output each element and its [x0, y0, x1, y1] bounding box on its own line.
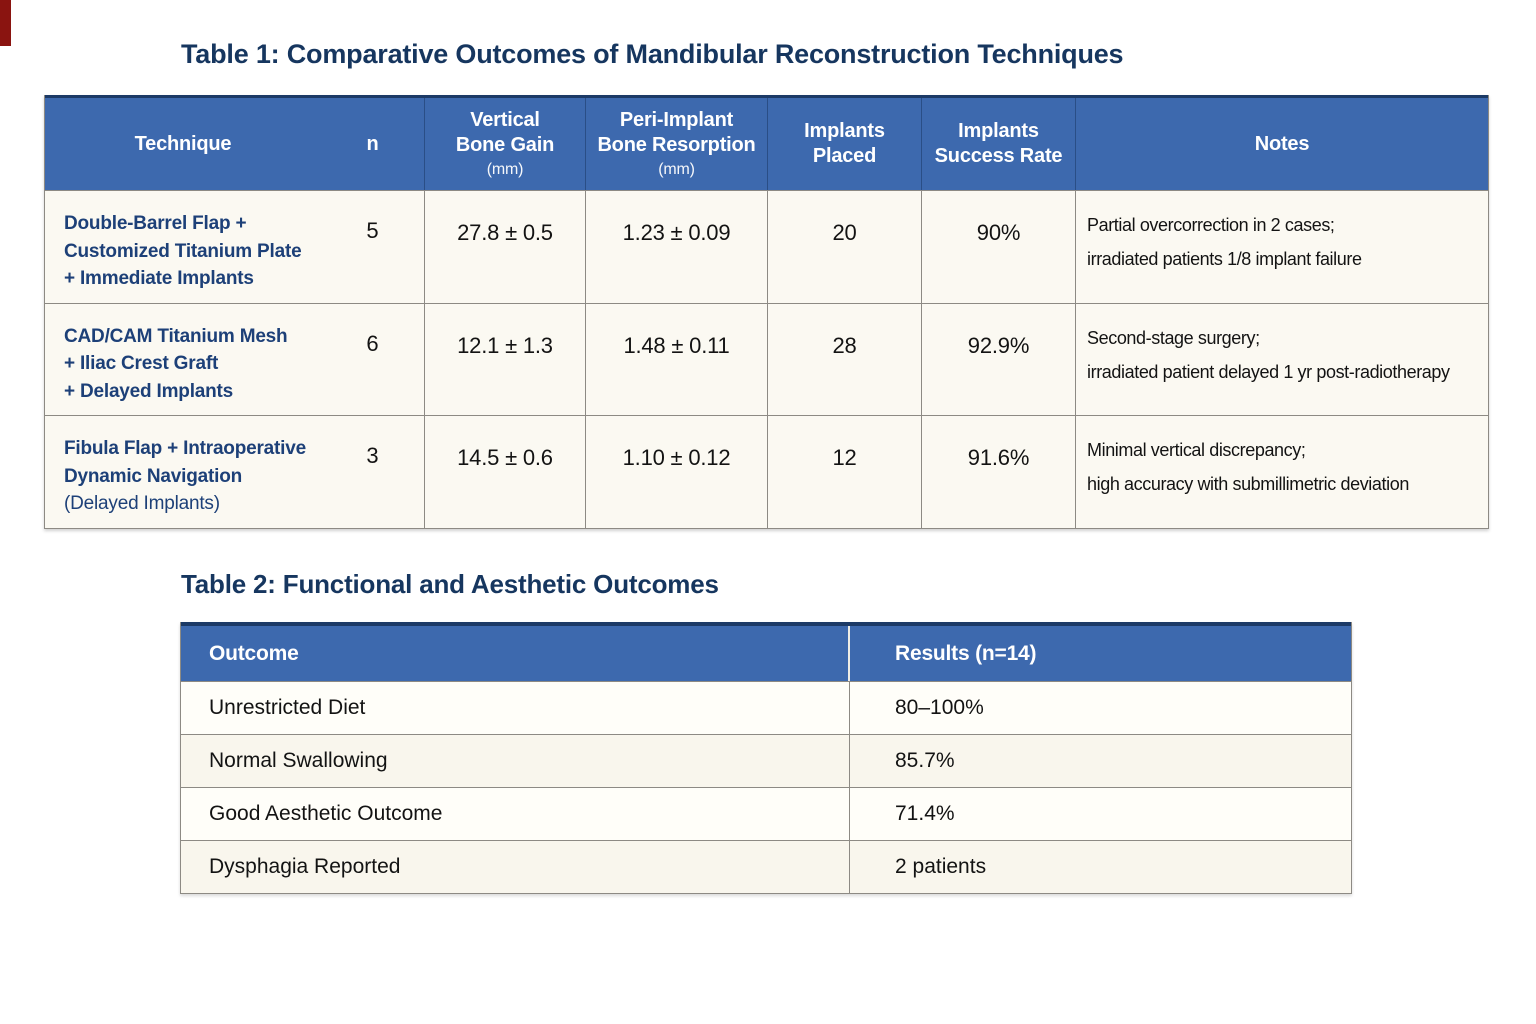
implants-placed-cell: 28 [768, 303, 922, 415]
table-row-double-barrel-flap: Double-Barrel Flap + Customized Titanium… [45, 190, 1488, 303]
table1-caption-text: Comparative Outcomes of Mandibular Recon… [286, 39, 1124, 69]
technique-cell: CAD/CAM Titanium Mesh + Iliac Crest Graf… [64, 325, 288, 402]
outcome-cell: Dysphagia Reported [181, 841, 850, 893]
result-cell: 80–100% [895, 696, 984, 719]
column-header-technique: Technique [134, 132, 232, 155]
peri-implant-resorption-cell: 1.10 ± 0.12 [586, 416, 768, 528]
table-row-fibula-flap: Fibula Flap + Intraoperative Dynamic Nav… [45, 415, 1488, 528]
table-row-unrestricted-diet: Unrestricted Diet 80–100% [181, 681, 1351, 734]
implants-placed-cell: 12 [768, 416, 922, 528]
technique-cell: Double-Barrel Flap + Customized Titanium… [64, 213, 302, 289]
column-header-implants-placed: Implants Placed [768, 98, 922, 190]
result-cell: 71.4% [895, 802, 955, 825]
vertical-bone-gain-cell: 14.5 ± 0.6 [425, 416, 586, 528]
result-cell: 85.7% [895, 749, 955, 772]
n-cell: 5 [321, 191, 425, 303]
implants-success-rate-cell: 91.6% [922, 416, 1076, 528]
implants-success-rate-cell: 90% [922, 191, 1076, 303]
table-functional-aesthetic-outcomes: Outcome Results (n=14) Unrestricted Diet… [180, 622, 1352, 894]
red-corner-mark [0, 0, 11, 46]
table-row-cadcam-mesh: CAD/CAM Titanium Mesh + Iliac Crest Graf… [45, 302, 1488, 415]
table2-caption: Table 2: Functional and Aesthetic Outcom… [181, 569, 719, 600]
table1-caption: Table 1: Comparative Outcomes of Mandibu… [181, 39, 1124, 70]
implants-success-rate-cell: 92.9% [922, 303, 1076, 415]
column-header-peri-implant-resorption: Peri-Implant Bone Resorption (mm) [586, 98, 768, 190]
implants-placed-cell: 20 [768, 191, 922, 303]
outcome-cell: Good Aesthetic Outcome [181, 788, 850, 840]
table-row-good-aesthetic-outcome: Good Aesthetic Outcome 71.4% [181, 787, 1351, 840]
table1-header-row: Technique n Vertical Bone Gain (mm) Peri… [45, 95, 1488, 190]
peri-implant-resorption-cell: 1.48 ± 0.11 [586, 303, 768, 415]
column-header-n: n [321, 98, 425, 190]
technique-cell: Fibula Flap + Intraoperative Dynamic Nav… [64, 438, 306, 514]
table1-caption-prefix: Table 1: [181, 39, 280, 69]
outcome-cell: Unrestricted Diet [181, 682, 850, 734]
notes-cell: Second-stage surgery; irradiated patient… [1087, 327, 1450, 382]
notes-cell: Minimal vertical discrepancy; high accur… [1087, 440, 1409, 494]
table2-caption-text: Functional and Aesthetic Outcomes [282, 569, 719, 599]
outcome-cell: Normal Swallowing [181, 735, 850, 787]
column-header-outcome: Outcome [181, 626, 850, 681]
column-header-notes: Notes [1254, 132, 1310, 155]
result-cell: 2 patients [895, 855, 987, 878]
unit-mm: (mm) [486, 161, 524, 178]
peri-implant-resorption-cell: 1.23 ± 0.09 [586, 191, 768, 303]
table-comparative-outcomes: Technique n Vertical Bone Gain (mm) Peri… [44, 95, 1489, 529]
table2-caption-prefix: Table 2: [181, 569, 276, 599]
n-cell: 3 [321, 416, 425, 528]
vertical-bone-gain-cell: 12.1 ± 1.3 [425, 303, 586, 415]
column-header-vertical-bone-gain: Vertical Bone Gain (mm) [425, 98, 586, 190]
column-header-implants-success-rate: Implants Success Rate [922, 98, 1076, 190]
table2-header-row: Outcome Results (n=14) [181, 622, 1351, 681]
unit-mm: (mm) [658, 161, 695, 178]
table-row-dysphagia-reported: Dysphagia Reported 2 patients [181, 840, 1351, 893]
column-header-results: Results (n=14) [895, 641, 1037, 665]
n-cell: 6 [321, 303, 425, 415]
notes-cell: Partial overcorrection in 2 cases; irrad… [1087, 215, 1362, 269]
table-row-normal-swallowing: Normal Swallowing 85.7% [181, 734, 1351, 787]
vertical-bone-gain-cell: 27.8 ± 0.5 [425, 191, 586, 303]
